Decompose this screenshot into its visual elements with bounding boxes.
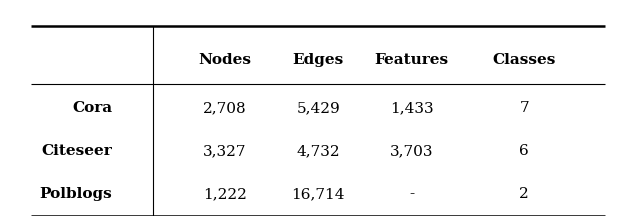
Text: Classes: Classes — [492, 54, 556, 67]
Text: 2: 2 — [519, 187, 529, 201]
Text: Edges: Edges — [293, 54, 344, 67]
Text: 1,433: 1,433 — [390, 101, 434, 115]
Text: Nodes: Nodes — [198, 54, 251, 67]
Text: 3,703: 3,703 — [390, 144, 434, 158]
Text: 16,714: 16,714 — [291, 187, 345, 201]
Text: 2,708: 2,708 — [203, 101, 246, 115]
Text: 4,732: 4,732 — [296, 144, 340, 158]
Text: Features: Features — [375, 54, 449, 67]
Text: 5,429: 5,429 — [296, 101, 340, 115]
Text: 7: 7 — [519, 101, 529, 115]
Text: Cora: Cora — [72, 101, 112, 115]
Text: -: - — [409, 187, 414, 201]
Text: 1,222: 1,222 — [203, 187, 246, 201]
Text: Citeseer: Citeseer — [42, 144, 112, 158]
Text: Polblogs: Polblogs — [39, 187, 112, 201]
Text: 3,327: 3,327 — [203, 144, 246, 158]
Text: 6: 6 — [519, 144, 529, 158]
